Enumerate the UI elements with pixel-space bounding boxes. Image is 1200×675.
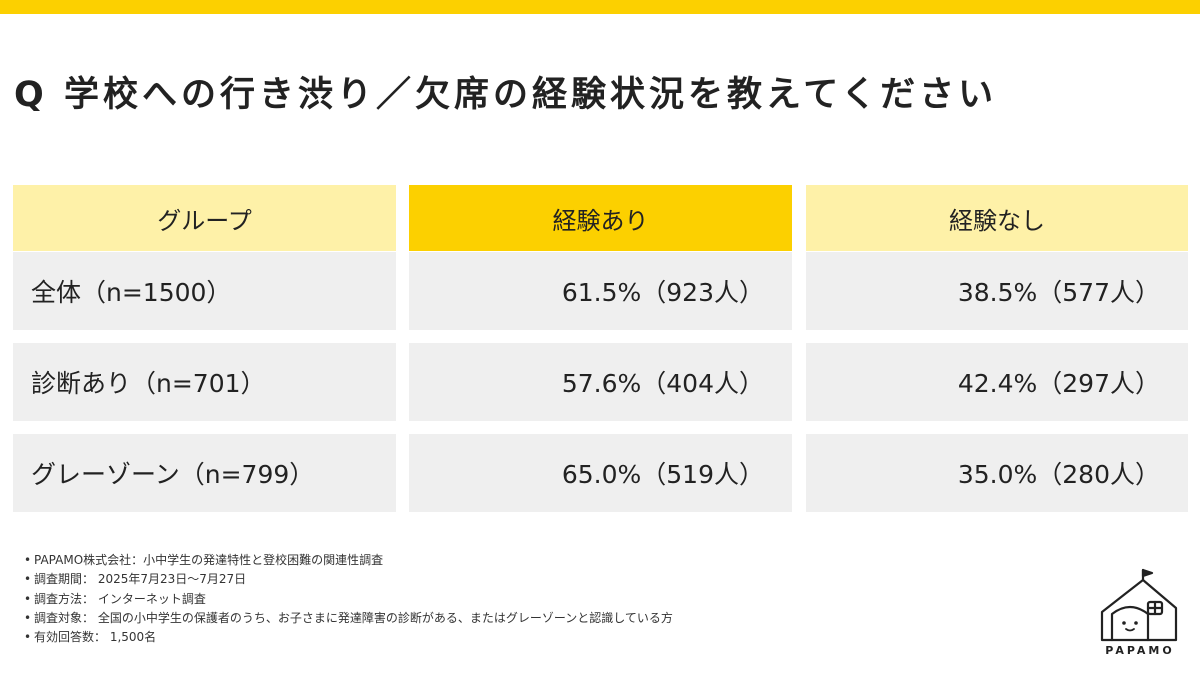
survey-notes: PAPAMO株式会社：小中学生の発達特性と登校困難の関連性調査 調査期間： 20…: [24, 551, 673, 647]
row-diagnosed-group: 診断あり（n=701）: [13, 343, 396, 421]
logo-text: PAPAMO: [1105, 644, 1175, 657]
row-gray-no: 35.0%（280人）: [806, 434, 1188, 512]
papamo-logo: PAPAMO: [1096, 568, 1184, 660]
house-icon: [1100, 568, 1178, 642]
header-experienced: 経験あり: [409, 185, 792, 251]
row-all-group: 全体（n=1500）: [13, 252, 396, 330]
row-diagnosed-no: 42.4%（297人）: [806, 343, 1188, 421]
header-group: グループ: [13, 185, 396, 251]
row-all-yes: 61.5%（923人）: [409, 252, 792, 330]
row-all-no: 38.5%（577人）: [806, 252, 1188, 330]
note-period: 調査期間： 2025年7月23日〜7月27日: [24, 570, 673, 589]
note-target: 調査対象： 全国の小中学生の保護者のうち、お子さまに発達障害の診断がある、または…: [24, 609, 673, 628]
row-gray-group: グレーゾーン（n=799）: [13, 434, 396, 512]
row-diagnosed-yes: 57.6%（404人）: [409, 343, 792, 421]
note-responses: 有効回答数： 1,500名: [24, 628, 673, 647]
top-accent-bar: [0, 0, 1200, 14]
row-gray-yes: 65.0%（519人）: [409, 434, 792, 512]
header-not-experienced: 経験なし: [806, 185, 1188, 251]
note-method: 調査方法： インターネット調査: [24, 590, 673, 609]
page-title: Q 学校への行き渋り／欠席の経験状況を教えてください: [14, 75, 998, 115]
note-source: PAPAMO株式会社：小中学生の発達特性と登校困難の関連性調査: [24, 551, 673, 570]
